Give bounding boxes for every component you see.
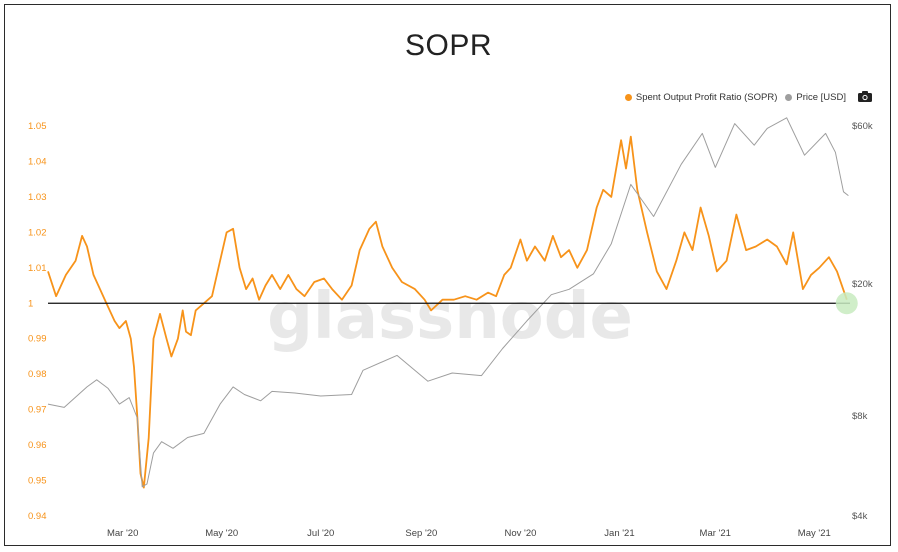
legend-item-sopr[interactable]: Spent Output Profit Ratio (SOPR) — [624, 92, 778, 103]
chart-title: SOPR — [404, 29, 493, 62]
x-tick-label: Nov '20 — [504, 528, 536, 539]
x-tick-label: Jul '20 — [307, 528, 334, 539]
y-left-tick-label: 0.98 — [28, 369, 47, 380]
legend-swatch-price — [785, 94, 793, 101]
watermark-text: glassnode — [267, 280, 633, 354]
legend-label-price: Price [USD] — [796, 92, 846, 103]
latest-value-marker — [835, 292, 858, 315]
sopr-series-line — [47, 135, 848, 489]
y-right-tick-label: $20k — [852, 279, 873, 290]
y-left-tick-label: 1 — [28, 298, 33, 309]
legend-label-sopr: Spent Output Profit Ratio (SOPR) — [635, 92, 778, 103]
y-left-tick-label: 0.95 — [28, 476, 47, 487]
y-left-tick-label: 1.02 — [28, 227, 47, 238]
y-left-tick-label: 1.03 — [28, 192, 47, 203]
legend-swatch-sopr — [624, 94, 632, 101]
y-left-tick-label: 0.97 — [28, 405, 47, 416]
x-tick-label: Sep '20 — [405, 528, 437, 539]
y-left-tick-label: 0.99 — [28, 334, 47, 345]
camera-icon[interactable] — [858, 91, 872, 102]
y-left-tick-label: 0.94 — [28, 511, 47, 522]
x-tick-label: Mar '20 — [107, 528, 138, 539]
x-tick-label: May '20 — [205, 528, 238, 539]
y-right-tick-label: $4k — [852, 511, 868, 522]
price-series-line — [47, 117, 849, 488]
x-tick-label: Mar '21 — [700, 528, 731, 539]
y-right-tick-label: $8k — [852, 411, 868, 422]
y-left-tick-label: 0.96 — [28, 440, 47, 451]
legend-item-price[interactable]: Price [USD] — [785, 92, 846, 103]
x-tick-label: Jan '21 — [604, 528, 634, 539]
y-left-tick-label: 1.04 — [28, 156, 47, 167]
chart-frame: SOPR Spent Output Profit Ratio (SOPR) Pr… — [4, 4, 891, 546]
x-tick-label: May '21 — [798, 528, 831, 539]
y-right-tick-label: $60k — [852, 121, 873, 132]
chart-legend: Spent Output Profit Ratio (SOPR) Price [… — [617, 92, 846, 103]
y-left-tick-label: 1.01 — [28, 263, 47, 274]
y-left-tick-label: 1.05 — [28, 121, 47, 132]
